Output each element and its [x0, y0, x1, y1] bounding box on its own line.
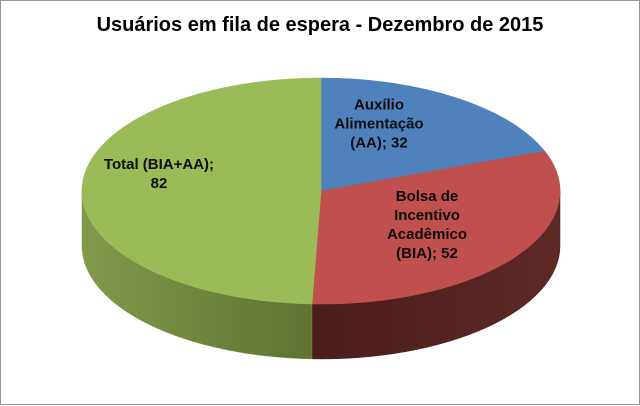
slice-label-bia: Bolsa de Incentivo Acadêmico (BIA); 52: [387, 188, 467, 262]
pie-slice-aa[interactable]: [320, 77, 546, 192]
chart-title: Usuários em fila de espera - Dezembro de…: [96, 14, 544, 36]
slice-label-total: Total (BIA+AA); 82: [104, 156, 214, 192]
pie-slice-bia[interactable]: [311, 150, 561, 305]
slice-label-aa: Auxílio Alimentação (AA); 32: [334, 97, 423, 152]
pie-slice-total[interactable]: [81, 77, 322, 305]
